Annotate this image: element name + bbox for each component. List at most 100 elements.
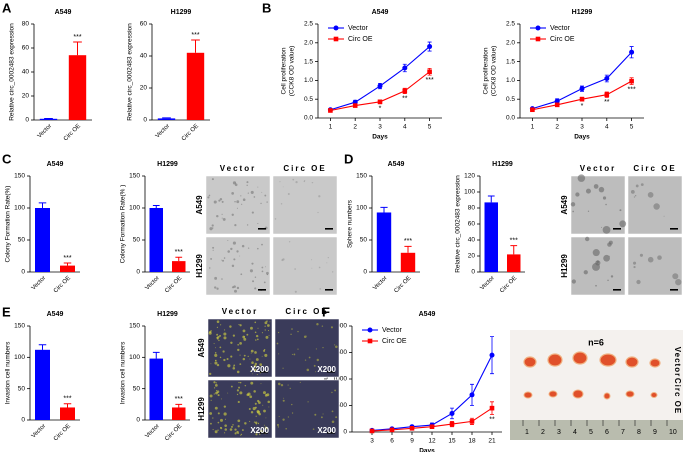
column-label: Vector xyxy=(580,164,616,173)
y-tick-label: 0.0 xyxy=(506,115,515,122)
cell xyxy=(231,286,235,289)
cell xyxy=(246,184,248,187)
cell xyxy=(243,337,247,341)
cell xyxy=(307,401,309,403)
cell xyxy=(274,218,277,220)
cell xyxy=(237,348,240,352)
cell xyxy=(254,276,257,278)
cell xyxy=(247,192,249,194)
micrograph xyxy=(570,175,626,235)
cell xyxy=(261,270,264,273)
cell xyxy=(224,418,227,420)
cell xyxy=(210,399,212,401)
cell xyxy=(216,320,220,323)
cell xyxy=(249,269,253,273)
cell xyxy=(255,339,257,341)
cell xyxy=(254,331,257,334)
cell xyxy=(233,258,236,261)
bar xyxy=(186,52,205,120)
cell xyxy=(288,241,291,243)
cell xyxy=(208,194,211,197)
cell xyxy=(312,428,315,430)
x-tick-label: Circ OE xyxy=(63,123,82,142)
cell xyxy=(265,266,267,268)
cell xyxy=(595,260,601,266)
legend-label: Circ OE xyxy=(382,338,407,345)
cell xyxy=(221,278,223,280)
scale-bar xyxy=(260,432,268,434)
chart-title: A549 xyxy=(372,9,389,16)
x-tick-label: 2 xyxy=(555,124,559,131)
cell xyxy=(571,279,576,284)
cell xyxy=(223,332,227,336)
y-axis-label: Cell proliferation xyxy=(281,47,288,94)
bar xyxy=(60,265,75,272)
cell xyxy=(258,412,261,416)
x-tick-label: 12 xyxy=(428,438,436,445)
cell xyxy=(268,334,270,336)
x-axis-label: Days xyxy=(574,134,590,141)
cell xyxy=(322,413,324,415)
y-tick-label: 0 xyxy=(343,429,347,436)
cell xyxy=(266,201,268,203)
cell xyxy=(216,333,219,336)
y-axis-label: Invasion cell numbers xyxy=(120,341,127,405)
y-tick-label: 50 xyxy=(18,237,26,244)
cell xyxy=(239,354,241,356)
cell xyxy=(215,347,216,349)
cell xyxy=(264,426,268,430)
cell xyxy=(230,341,233,344)
cell xyxy=(261,266,264,269)
cell xyxy=(287,384,289,386)
point xyxy=(377,83,383,89)
tumor xyxy=(547,353,563,367)
cell xyxy=(335,416,338,419)
x-tick-label: 2 xyxy=(353,124,357,131)
x-axis-label: Days xyxy=(419,448,435,452)
cell xyxy=(251,361,254,364)
significance-label: *** xyxy=(63,396,71,403)
point xyxy=(427,69,432,75)
significance-label: ** xyxy=(604,99,610,106)
cell xyxy=(232,424,234,426)
cell xyxy=(214,406,218,410)
y-tick-label: 100 xyxy=(14,354,25,361)
cell xyxy=(209,372,212,375)
point xyxy=(579,86,585,92)
cell xyxy=(266,273,269,276)
cell xyxy=(630,189,635,194)
cell xyxy=(657,255,662,260)
cell xyxy=(280,383,284,387)
cell xyxy=(241,429,244,431)
cell xyxy=(212,417,214,419)
bar xyxy=(172,261,186,272)
chart-title: A549 xyxy=(47,311,64,318)
x-tick-label: Circ OE xyxy=(53,275,72,294)
cell xyxy=(264,321,268,325)
magnification-label: X200 xyxy=(250,365,269,374)
y-tick-label: 0 xyxy=(21,269,25,276)
cell xyxy=(595,284,597,287)
cell xyxy=(232,241,236,245)
y-tick-label: 0.5 xyxy=(506,96,515,103)
y-tick-label: 150 xyxy=(14,323,25,330)
legend-label: Circ OE xyxy=(550,36,575,43)
cell xyxy=(221,217,223,219)
point xyxy=(402,65,408,71)
y-tick-label: 100 xyxy=(356,205,367,212)
cell xyxy=(267,400,271,404)
scale-bar xyxy=(258,228,266,230)
cell xyxy=(217,429,219,431)
cell xyxy=(282,367,284,369)
y-tick-label: 20 xyxy=(140,85,148,92)
cell xyxy=(219,346,222,349)
cell xyxy=(243,354,246,357)
micrograph xyxy=(272,236,338,296)
scale-bar xyxy=(327,371,335,373)
cell xyxy=(256,338,259,341)
cell xyxy=(239,255,241,257)
y-tick-label: 1500 xyxy=(333,349,348,356)
cell xyxy=(265,417,267,419)
photo xyxy=(510,330,683,420)
cell xyxy=(287,192,290,196)
